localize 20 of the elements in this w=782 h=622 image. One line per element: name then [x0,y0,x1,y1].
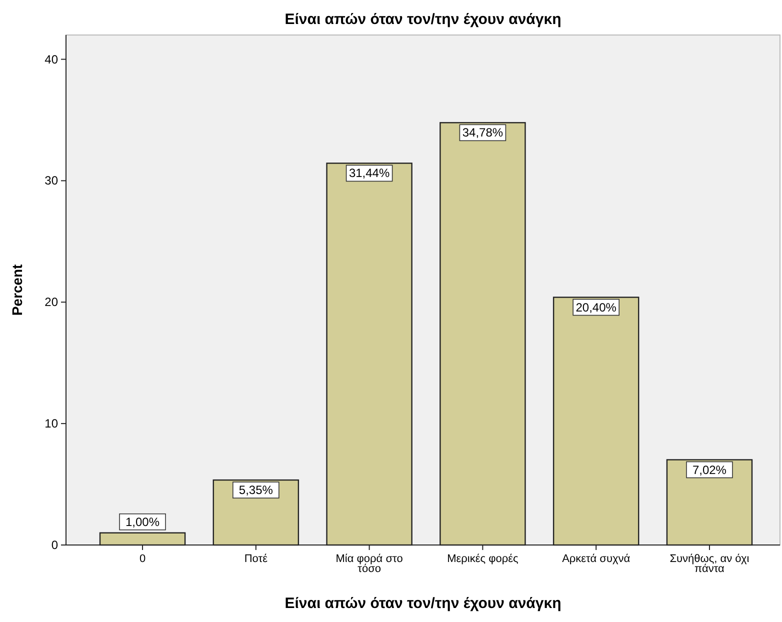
x-tick-label: Μερικές φορές [447,553,518,565]
y-tick-label: 10 [44,416,58,431]
data-label: 1,00% [126,514,160,529]
data-label: 5,35% [238,483,274,498]
x-tick-label: 0 [139,553,146,565]
data-label: 20,40% [576,300,617,314]
y-tick-label: 20 [44,295,58,310]
y-tick-label: 30 [44,174,58,188]
x-axis-title: Είναι απών όταν τον/την έχουν ανάγκη [284,595,562,612]
x-tick-label: Συνήθως, αν όχι πάντα [670,553,750,575]
x-tick-label: Μία φορά στο τόσο [336,553,403,575]
data-label: 31,44% [348,166,390,180]
y-tick-label: 40 [44,52,58,66]
data-label: 34,78% [462,126,504,140]
y-tick-label: 0 [51,538,58,552]
y-axis-title: Percent [9,264,25,316]
data-label: 7,02% [692,462,727,477]
chart-title: Είναι απών όταν τον/την έχουν ανάγκη [284,11,562,28]
x-tick-label: Ποτέ [244,553,268,565]
x-tick-label: Αρκετά συχνά [562,553,631,565]
